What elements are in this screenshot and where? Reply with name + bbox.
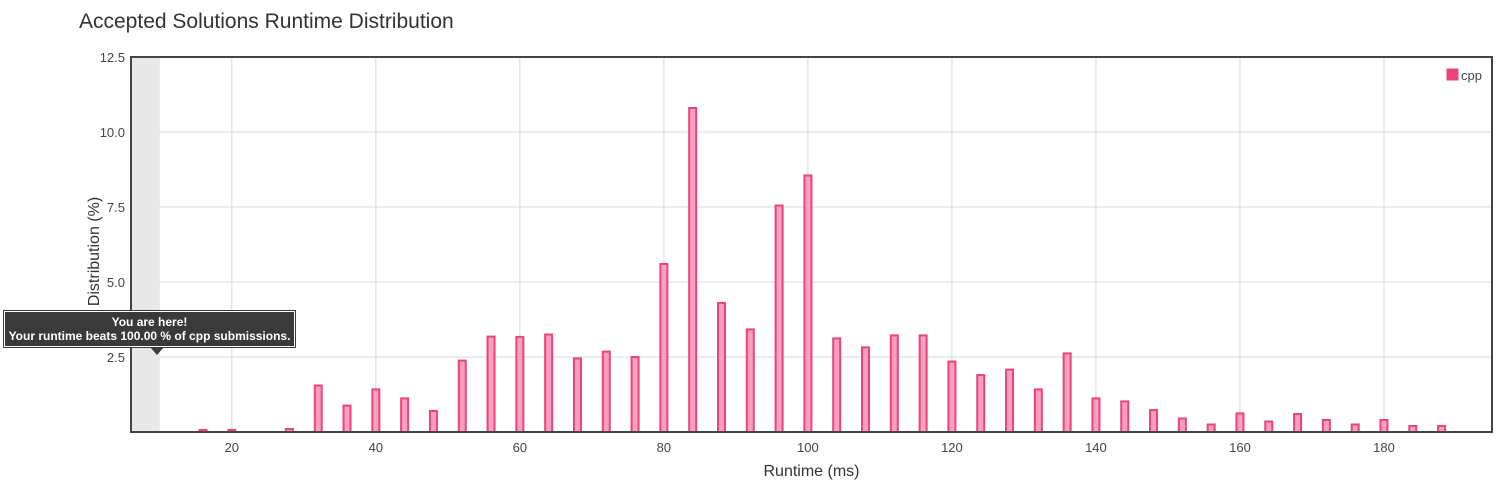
y-axis-ticks: 2.5 5.0 7.5 10.0 12.5 <box>100 50 125 365</box>
bar-172ms[interactable] <box>1321 419 1331 433</box>
bar-76ms[interactable] <box>630 356 640 433</box>
bar-180ms[interactable] <box>1379 419 1389 433</box>
bar-148ms[interactable] <box>1149 409 1159 434</box>
tooltip-title: You are here! <box>111 315 188 329</box>
bar-104ms[interactable] <box>832 337 842 433</box>
x-tick-label: 40 <box>369 440 383 455</box>
bar-152ms[interactable] <box>1177 417 1187 433</box>
y-axis-label: Distribution (%) <box>86 197 103 306</box>
bar-48ms[interactable] <box>428 410 438 433</box>
x-tick-label: 80 <box>657 440 671 455</box>
bar-168ms[interactable] <box>1293 413 1303 433</box>
bar-124ms[interactable] <box>976 374 986 433</box>
bar-92ms[interactable] <box>745 328 755 433</box>
bar-132ms[interactable] <box>1033 388 1043 433</box>
bar-156ms[interactable] <box>1206 423 1216 433</box>
chart-title: Accepted Solutions Runtime Distribution <box>79 10 454 33</box>
x-axis-label: Runtime (ms) <box>763 463 859 480</box>
bar-68ms[interactable] <box>572 357 582 433</box>
bar-44ms[interactable] <box>400 397 410 433</box>
bar-40ms[interactable] <box>371 388 381 433</box>
bar-160ms[interactable] <box>1235 412 1245 433</box>
you-are-here-tooltip: You are here! Your runtime beats 100.00 … <box>3 310 296 355</box>
legend-swatch-cpp[interactable] <box>1445 67 1460 82</box>
tooltip-message: Your runtime beats 100.00 % of cpp submi… <box>8 329 291 343</box>
tooltip-arrow <box>150 347 164 355</box>
bar-72ms[interactable] <box>601 350 611 434</box>
bar-88ms[interactable] <box>716 302 726 433</box>
x-tick-label: 60 <box>513 440 527 455</box>
y-tick-label: 12.5 <box>100 50 125 65</box>
your-runtime-highlight-band <box>131 57 160 432</box>
x-axis-ticks: 20 40 60 80 100 120 140 160 180 <box>225 440 1395 455</box>
y-tick-label: 10.0 <box>100 125 125 140</box>
legend-label-cpp[interactable]: cpp <box>1461 68 1482 83</box>
bar-80ms[interactable] <box>659 263 669 433</box>
x-tick-label: 140 <box>1085 440 1107 455</box>
bar-108ms[interactable] <box>861 346 871 433</box>
x-tick-label: 180 <box>1373 440 1395 455</box>
bar-series-cpp[interactable] <box>198 107 1447 434</box>
plot-frame <box>130 56 1493 433</box>
bar-56ms[interactable] <box>486 335 496 434</box>
y-tick-label: 2.5 <box>107 350 125 365</box>
bar-136ms[interactable] <box>1062 352 1072 433</box>
bar-164ms[interactable] <box>1264 420 1274 433</box>
bar-84ms[interactable] <box>688 107 698 433</box>
x-tick-label: 100 <box>797 440 819 455</box>
legend[interactable]: cpp <box>1445 67 1482 83</box>
bar-100ms[interactable] <box>803 174 813 433</box>
bar-116ms[interactable] <box>918 334 928 433</box>
bar-96ms[interactable] <box>774 204 784 433</box>
bar-36ms[interactable] <box>342 404 352 434</box>
x-tick-label: 120 <box>941 440 963 455</box>
x-tick-label: 20 <box>225 440 239 455</box>
bar-60ms[interactable] <box>515 335 525 433</box>
bar-32ms[interactable] <box>313 384 323 433</box>
y-tick-label: 5.0 <box>107 275 125 290</box>
bar-128ms[interactable] <box>1005 368 1015 434</box>
bar-144ms[interactable] <box>1120 400 1130 433</box>
bar-112ms[interactable] <box>889 334 899 433</box>
y-tick-label: 7.5 <box>107 200 125 215</box>
bar-120ms[interactable] <box>947 360 957 433</box>
bar-52ms[interactable] <box>457 359 467 434</box>
x-tick-label: 160 <box>1229 440 1251 455</box>
bar-140ms[interactable] <box>1091 397 1101 433</box>
bar-64ms[interactable] <box>544 333 554 433</box>
bar-176ms[interactable] <box>1350 423 1360 433</box>
